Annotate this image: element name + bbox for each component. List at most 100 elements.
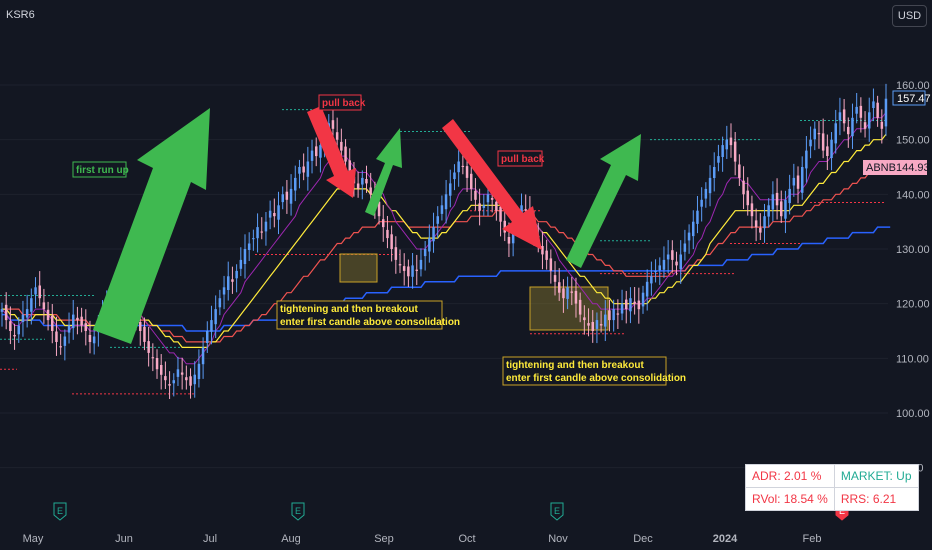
earnings-badge	[550, 502, 564, 521]
candle-body	[700, 199, 703, 207]
candle-body	[813, 128, 816, 140]
candle-body	[294, 177, 297, 191]
candle	[620, 289, 624, 321]
y-tick-label: 120.00	[896, 299, 930, 311]
market-stat: MARKET: Up	[833, 464, 919, 488]
tighten-box-1	[276, 300, 443, 330]
comparison-tag	[863, 160, 927, 175]
candle	[151, 343, 155, 372]
candle-body	[428, 238, 431, 252]
candle-body	[382, 219, 385, 228]
pull-back-label-1: pull back	[322, 98, 366, 109]
candle-body	[436, 216, 439, 224]
candle-body	[729, 137, 733, 146]
candle-body	[666, 254, 670, 260]
candle	[92, 327, 96, 355]
earnings-letter: E	[57, 506, 63, 516]
candle	[583, 305, 586, 335]
candle-body	[478, 203, 481, 211]
candle	[402, 253, 406, 286]
candle	[214, 295, 217, 339]
candle	[767, 198, 770, 228]
candle	[42, 288, 46, 324]
candle-body	[46, 309, 50, 321]
candle-body	[805, 150, 808, 169]
candle-body	[721, 145, 724, 157]
candle	[763, 203, 766, 243]
candle-body	[746, 190, 749, 206]
candle	[470, 167, 473, 201]
candle	[549, 249, 553, 284]
candle-body	[386, 229, 389, 239]
candle-body	[227, 276, 230, 290]
candle	[486, 185, 490, 217]
y-tick-label: 150.00	[896, 135, 930, 147]
tighten-label-2a: tightening and then breakout	[506, 360, 644, 371]
candle	[335, 117, 339, 150]
candle	[591, 310, 594, 343]
candle-body	[222, 287, 226, 295]
candle	[382, 205, 385, 242]
candle-body	[155, 358, 159, 370]
candle-body	[369, 187, 372, 195]
currency-button[interactable]: USD	[892, 5, 927, 27]
time-axis[interactable]: May Jun Jul Aug Sep Oct Nov Dec 2024 Feb	[23, 533, 822, 545]
candle-body	[80, 316, 83, 326]
candle	[784, 190, 787, 234]
candle-body	[218, 298, 222, 308]
first-run-up-label: first run up	[76, 165, 129, 176]
candle	[80, 307, 83, 333]
candle-body	[247, 243, 251, 250]
candle-body	[356, 183, 360, 189]
green-arrow-up-2	[365, 128, 402, 216]
candle	[72, 299, 75, 340]
trend-arrows	[93, 106, 641, 344]
candle	[310, 139, 314, 174]
x-tick-label: Jun	[115, 533, 133, 545]
candle	[277, 191, 280, 235]
candle-body	[76, 317, 79, 321]
candle	[658, 257, 661, 285]
candle	[721, 136, 724, 172]
candle-body	[180, 372, 184, 375]
candle-body	[620, 303, 624, 314]
candle-body	[394, 247, 398, 260]
candle-body	[315, 146, 318, 157]
candle-body	[310, 150, 314, 161]
candle	[281, 186, 284, 210]
red-arrow-down-1	[307, 106, 356, 198]
candle	[578, 292, 582, 323]
comparison-price: 144.93	[896, 162, 930, 174]
candle-body	[750, 203, 754, 217]
candle-body	[474, 190, 477, 200]
candle-body	[390, 234, 393, 249]
candle	[801, 156, 804, 200]
candle-body	[92, 336, 96, 344]
earnings-letter: E	[839, 506, 845, 516]
candle-body	[260, 231, 263, 233]
x-tick-label: Dec	[633, 533, 653, 545]
candle-body	[599, 324, 603, 326]
candle	[725, 125, 728, 160]
candle	[419, 248, 423, 277]
candle-body	[566, 287, 569, 299]
candle	[235, 264, 238, 293]
candle-body	[754, 220, 758, 228]
candle	[570, 276, 573, 306]
candle-body	[817, 133, 821, 135]
tighten-box-2	[502, 356, 667, 386]
candle	[34, 277, 37, 309]
candle-body	[717, 156, 720, 163]
candle-body	[84, 323, 87, 331]
candle	[390, 225, 393, 262]
candle-body	[189, 376, 192, 386]
candle-body	[461, 165, 465, 167]
candle-body	[708, 177, 712, 194]
candle-body	[876, 102, 879, 118]
candle-body	[855, 106, 858, 114]
candle-body	[457, 161, 460, 173]
candle-body	[704, 188, 708, 199]
candle-body	[821, 133, 825, 151]
candle	[842, 99, 846, 132]
